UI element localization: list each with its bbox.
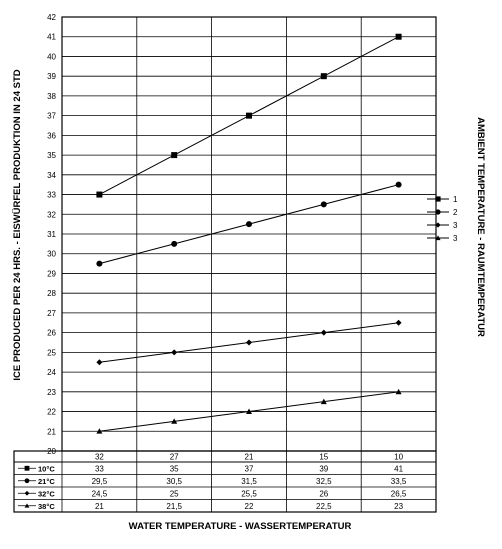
table-row-marker [24, 490, 30, 496]
y-tick-label: 29 [47, 269, 56, 278]
table-cell: 33,5 [391, 477, 407, 486]
data-point [171, 418, 178, 424]
legend-label: 3 [453, 221, 458, 230]
table-cell: 26,5 [391, 489, 407, 498]
y-tick-label: 37 [47, 112, 56, 121]
y-tick-label: 41 [47, 33, 56, 42]
data-point [171, 240, 178, 247]
y-tick-label: 40 [47, 52, 56, 61]
table-cell: 29,5 [92, 477, 108, 486]
y-tick-label: 32 [47, 210, 56, 219]
y-tick-label: 35 [47, 151, 56, 160]
y-tick-label: 42 [47, 13, 56, 22]
table-cell: 22 [245, 502, 254, 511]
table-cell: 22,5 [316, 502, 332, 511]
y-tick-label: 30 [47, 250, 56, 259]
table-row-marker [24, 503, 30, 508]
data-point [171, 152, 178, 159]
y-tick-label: 24 [47, 368, 56, 377]
data-point [96, 359, 103, 366]
y-tick-label: 38 [47, 92, 56, 101]
x-tick-label: 32 [95, 453, 104, 462]
legend-title: AMBIENT TEMPERATURE - RAUMTEMPERATUR [475, 117, 486, 337]
data-point [395, 319, 402, 326]
data-point [171, 349, 178, 356]
y-tick-label: 33 [47, 191, 56, 200]
table-cell: 25,5 [241, 489, 257, 498]
legend-label: 2 [453, 208, 458, 217]
data-point [320, 201, 327, 208]
table-cell: 39 [319, 464, 328, 473]
table-cell: 35 [170, 464, 179, 473]
table-row-label: 10°C [38, 464, 55, 473]
legend-marker [435, 222, 441, 228]
data-table: 10°C 33 35 37 39 41 21°C 29,5 30,5 31,5 32,5 33,5 32… [13, 450, 437, 513]
y-axis-title: ICE PRODUCED PER 24 HRS. - EISWÜRFEL PRO… [10, 60, 26, 390]
table-cell: 37 [245, 464, 254, 473]
data-point [320, 398, 327, 405]
data-point [395, 33, 402, 40]
data-point [246, 408, 252, 414]
table-cell: 33 [95, 464, 104, 473]
x-tick-label: 21 [245, 453, 254, 462]
table-frame [13, 450, 437, 513]
table-row-label: 21°C [38, 477, 55, 486]
table-cell: 23 [394, 502, 403, 511]
x-tick-label: 15 [319, 453, 328, 462]
legend-label: 1 [453, 195, 458, 204]
table-cell: 32,5 [316, 477, 332, 486]
x-tick-label: 10 [394, 453, 403, 462]
legend-marker [435, 196, 441, 202]
y-axis-ticks: 2021222324252627282930313233343536373839… [47, 13, 56, 456]
legend-label: 3 [453, 234, 458, 243]
data-point [246, 112, 252, 119]
table-cell: 41 [394, 464, 403, 473]
y-tick-label: 23 [47, 388, 56, 397]
y-tick-label: 22 [47, 408, 56, 417]
grid [61, 16, 437, 452]
y-tick-label: 26 [47, 329, 56, 338]
legend-marker [435, 235, 441, 241]
x-axis-ticks: 32 27 21 15 10 [95, 453, 404, 462]
data-point [395, 388, 402, 395]
table-cell: 21 [95, 502, 104, 511]
y-tick-label: 27 [47, 309, 56, 318]
table-row-marker [24, 478, 30, 484]
data-point [246, 339, 252, 346]
data-point [96, 428, 103, 434]
table-cell: 26 [319, 489, 328, 498]
y-tick-label: 31 [47, 230, 56, 239]
data-point [96, 260, 103, 267]
y-tick-label: 36 [47, 131, 56, 140]
table-row-label: 32°C [38, 489, 55, 498]
table-cell: 31,5 [241, 477, 257, 486]
y-tick-label: 25 [47, 348, 56, 357]
legend-marker [435, 209, 441, 215]
y-tick-label: 39 [47, 72, 56, 81]
legend: 1 2 3 3 AMBIENT TEMPERATURE - RAUMTEMPERATUR [427, 117, 486, 337]
data-point [96, 191, 103, 198]
data-point [395, 181, 402, 188]
data-series [96, 33, 402, 434]
x-tick-label: 27 [170, 453, 179, 462]
table-cell: 21,5 [166, 502, 182, 511]
y-tick-label: 28 [47, 289, 56, 298]
table-row-label: 38°C [38, 502, 55, 511]
table-cell: 30,5 [166, 477, 182, 486]
data-point [246, 221, 252, 228]
x-axis-title: WATER TEMPERATURE - WASSERTEMPERATUR [128, 521, 352, 532]
data-point [320, 73, 327, 80]
data-point [320, 329, 327, 336]
y-tick-label: 21 [47, 427, 56, 436]
table-cell: 24,5 [92, 489, 108, 498]
y-axis-label: ICE PRODUCED PER 24 HRS. - EISWÜRFEL PRO… [12, 69, 23, 380]
table-cell: 25 [170, 489, 179, 498]
table-row-marker [24, 465, 30, 471]
y-tick-label: 34 [47, 171, 56, 180]
